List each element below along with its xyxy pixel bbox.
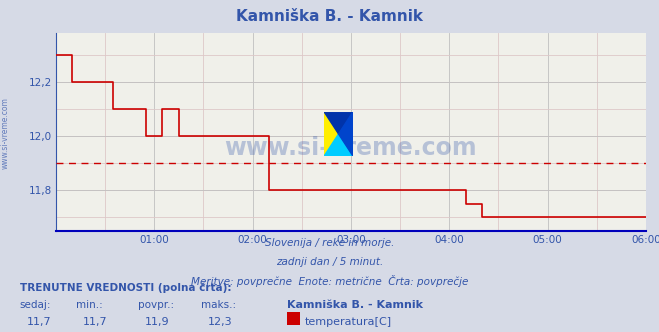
Text: TRENUTNE VREDNOSTI (polna črta):: TRENUTNE VREDNOSTI (polna črta): bbox=[20, 283, 231, 293]
Text: www.si-vreme.com: www.si-vreme.com bbox=[1, 97, 10, 169]
Text: povpr.:: povpr.: bbox=[138, 300, 175, 310]
Text: Meritve: povprečne  Enote: metrične  Črta: povprečje: Meritve: povprečne Enote: metrične Črta:… bbox=[191, 275, 468, 287]
Text: 12,3: 12,3 bbox=[208, 317, 232, 327]
Text: Kamniška B. - Kamnik: Kamniška B. - Kamnik bbox=[236, 9, 423, 24]
Text: Slovenija / reke in morje.: Slovenija / reke in morje. bbox=[265, 238, 394, 248]
Polygon shape bbox=[324, 112, 339, 156]
Text: 11,7: 11,7 bbox=[26, 317, 51, 327]
Text: 11,9: 11,9 bbox=[145, 317, 169, 327]
Polygon shape bbox=[324, 134, 353, 156]
Text: sedaj:: sedaj: bbox=[20, 300, 51, 310]
Text: maks.:: maks.: bbox=[201, 300, 236, 310]
Text: zadnji dan / 5 minut.: zadnji dan / 5 minut. bbox=[276, 257, 383, 267]
Text: 11,7: 11,7 bbox=[82, 317, 107, 327]
Polygon shape bbox=[339, 112, 353, 156]
Text: www.si-vreme.com: www.si-vreme.com bbox=[225, 136, 477, 160]
Text: min.:: min.: bbox=[76, 300, 103, 310]
Polygon shape bbox=[324, 112, 353, 134]
Text: temperatura[C]: temperatura[C] bbox=[304, 317, 391, 327]
Text: Kamniška B. - Kamnik: Kamniška B. - Kamnik bbox=[287, 300, 422, 310]
